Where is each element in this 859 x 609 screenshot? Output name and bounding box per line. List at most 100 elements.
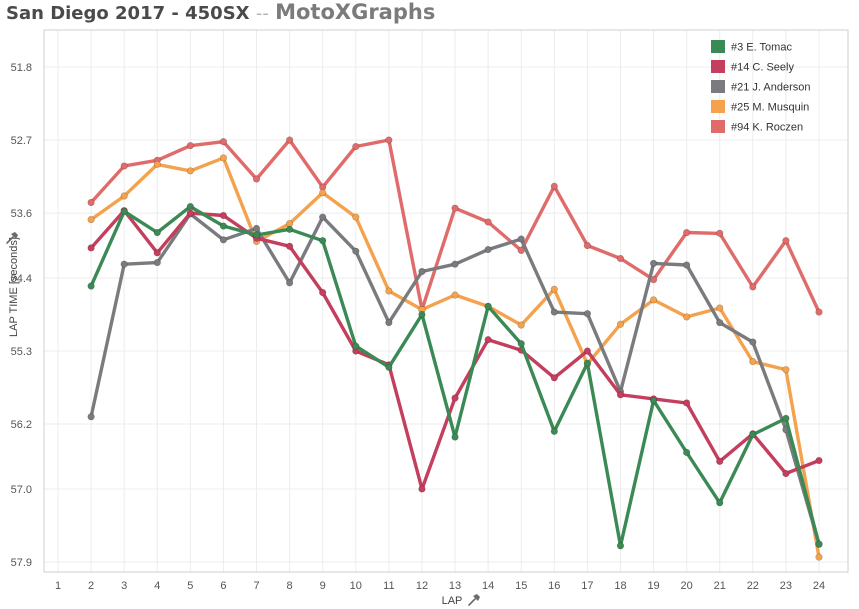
y-axis-pin-icon[interactable] [6,232,18,244]
data-point[interactable] [683,448,691,457]
data-point[interactable] [649,396,658,405]
data-point[interactable] [286,225,294,233]
data-point[interactable] [583,347,591,355]
data-point[interactable] [219,222,228,230]
data-point[interactable] [87,413,95,421]
data-point[interactable] [716,304,724,312]
data-point[interactable] [649,296,658,304]
data-point[interactable] [815,553,823,561]
data-point[interactable] [385,363,393,371]
data-point[interactable] [616,391,625,399]
data-point[interactable] [451,433,459,441]
data-point[interactable] [749,357,757,366]
data-point[interactable] [749,283,757,291]
data-point[interactable] [782,366,790,374]
data-point[interactable] [484,302,492,310]
data-point[interactable] [683,228,691,237]
data-point[interactable] [352,213,360,221]
data-point[interactable] [120,207,128,216]
data-point[interactable] [716,319,724,327]
data-point[interactable] [749,430,757,439]
data-point[interactable] [352,247,360,255]
data-point[interactable] [484,336,492,344]
data-point[interactable] [87,215,95,224]
data-point[interactable] [186,142,194,150]
data-point[interactable] [716,229,724,237]
data-point[interactable] [153,160,161,168]
data-point[interactable] [815,540,823,548]
data-point[interactable] [649,259,658,267]
data-point[interactable] [484,218,492,226]
data-point[interactable] [153,228,161,237]
legend-item[interactable]: #94 K. Roczen [711,120,803,134]
data-point[interactable] [550,182,558,190]
data-point[interactable] [616,542,625,550]
data-point[interactable] [418,485,426,493]
data-point[interactable] [683,261,691,269]
data-point[interactable] [286,242,294,250]
data-point[interactable] [517,235,525,243]
data-point[interactable] [87,198,95,207]
data-point[interactable] [352,142,360,151]
data-point[interactable] [219,154,228,162]
data-point[interactable] [319,237,327,245]
legend-item[interactable]: #3 E. Tomac [711,40,792,54]
data-point[interactable] [286,136,294,144]
data-point[interactable] [583,241,591,250]
data-point[interactable] [716,457,724,465]
data-point[interactable] [583,310,591,318]
data-point[interactable] [451,394,459,402]
data-point[interactable] [385,319,393,327]
legend-item[interactable]: #21 J. Anderson [711,80,811,94]
data-point[interactable] [451,260,459,268]
data-point[interactable] [252,231,261,239]
data-point[interactable] [782,469,790,478]
data-point[interactable] [815,456,823,465]
data-point[interactable] [517,340,525,348]
data-point[interactable] [352,342,360,350]
data-point[interactable] [782,414,790,422]
data-point[interactable] [385,136,393,144]
data-point[interactable] [418,310,426,319]
data-point[interactable] [716,499,724,507]
data-point[interactable] [451,291,459,299]
legend-item[interactable]: #14 C. Seely [711,60,794,74]
data-point[interactable] [550,374,558,382]
data-point[interactable] [319,189,327,197]
data-point[interactable] [683,313,691,321]
data-point[interactable] [583,359,591,367]
data-point[interactable] [186,167,194,175]
data-point[interactable] [550,427,558,435]
data-point[interactable] [219,211,228,220]
data-point[interactable] [252,224,261,233]
data-point[interactable] [219,236,228,244]
data-point[interactable] [749,338,757,346]
data-point[interactable] [616,254,625,263]
data-point[interactable] [87,244,95,252]
data-point[interactable] [120,260,128,268]
legend-item[interactable]: #25 M. Musquin [711,100,809,114]
data-point[interactable] [550,285,558,293]
data-point[interactable] [120,192,128,200]
data-point[interactable] [153,258,161,267]
legend[interactable]: #3 E. Tomac #14 C. Seely #21 J. Anderson #2… [711,40,811,134]
data-point[interactable] [616,320,625,328]
data-point[interactable] [186,202,194,211]
data-point[interactable] [484,245,492,254]
data-point[interactable] [782,237,790,245]
data-point[interactable] [286,279,294,287]
data-point[interactable] [451,204,459,212]
data-point[interactable] [219,138,228,146]
data-point[interactable] [252,175,261,183]
data-point[interactable] [186,209,194,217]
data-point[interactable] [153,249,161,257]
data-point[interactable] [517,321,525,329]
data-point[interactable] [418,267,426,276]
data-point[interactable] [683,399,691,407]
data-point[interactable] [120,162,128,170]
data-point[interactable] [319,288,327,297]
data-point[interactable] [550,308,558,316]
data-point[interactable] [385,287,393,295]
data-point[interactable] [815,308,823,316]
data-point[interactable] [319,213,327,221]
